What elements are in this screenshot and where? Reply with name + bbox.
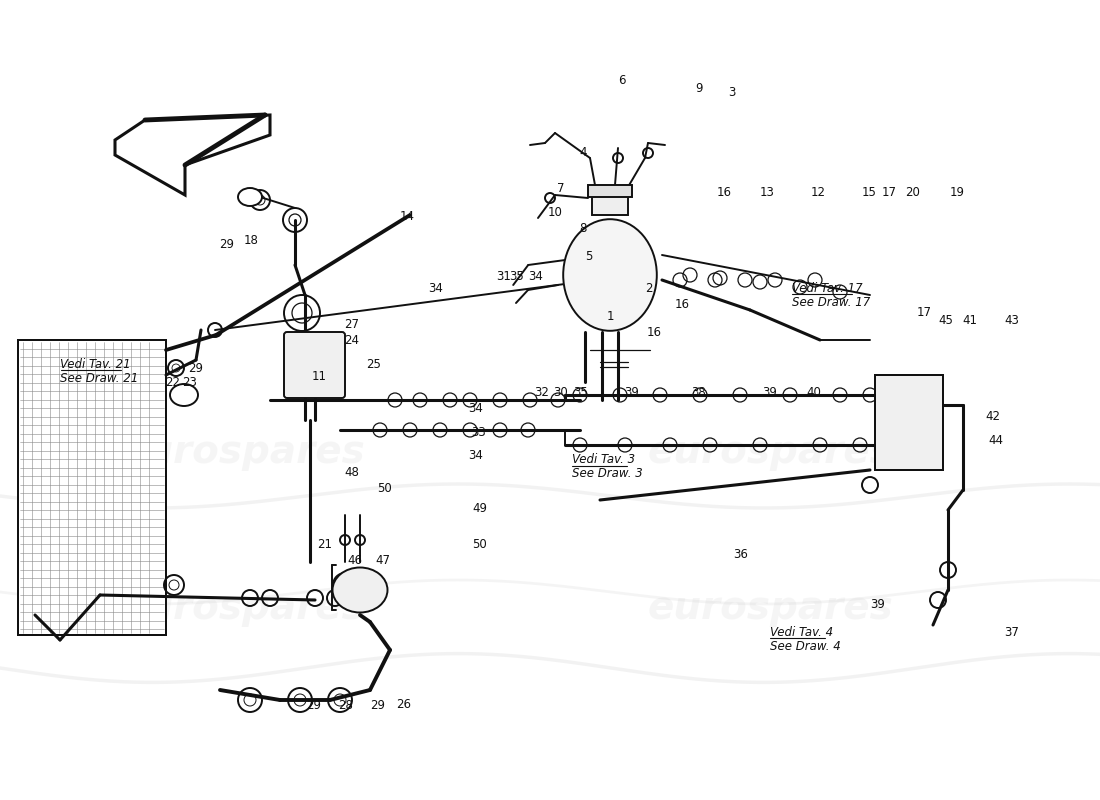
Text: 18: 18 [243, 234, 258, 246]
Text: 32: 32 [534, 386, 549, 398]
Text: See Draw. 17: See Draw. 17 [792, 295, 870, 309]
Text: 40: 40 [806, 386, 822, 398]
Text: 35: 35 [509, 270, 525, 282]
Text: 50: 50 [472, 538, 487, 550]
Text: 49: 49 [472, 502, 487, 514]
Text: 27: 27 [344, 318, 360, 330]
Text: Vedi Tav. 3: Vedi Tav. 3 [572, 454, 635, 466]
Ellipse shape [332, 567, 387, 613]
Text: 12: 12 [811, 186, 826, 198]
Text: 2: 2 [646, 282, 652, 294]
Text: 50: 50 [377, 482, 393, 494]
Text: 8: 8 [580, 222, 586, 234]
Text: 26: 26 [396, 698, 411, 710]
Text: 14: 14 [399, 210, 415, 222]
Text: Vedi Tav. 4: Vedi Tav. 4 [770, 626, 833, 638]
Text: 30: 30 [553, 386, 569, 398]
Text: 36: 36 [733, 548, 748, 561]
Bar [18, 340, 166, 635]
Text: 24: 24 [344, 334, 360, 346]
Text: 29: 29 [219, 238, 234, 250]
Text: 9: 9 [695, 82, 702, 94]
Text: 34: 34 [468, 402, 483, 414]
Text: 42: 42 [986, 410, 1001, 422]
Bar [18, 340, 166, 635]
Bar [588, 185, 632, 197]
Text: 22: 22 [165, 376, 180, 389]
Text: 1: 1 [607, 310, 614, 322]
Bar [874, 375, 943, 470]
Text: 31: 31 [496, 270, 512, 282]
Text: 6: 6 [618, 74, 625, 86]
Text: See Draw. 3: See Draw. 3 [572, 467, 642, 481]
Text: 3: 3 [728, 86, 735, 98]
Text: See Draw. 4: See Draw. 4 [770, 639, 840, 653]
Text: 37: 37 [1004, 626, 1020, 638]
Text: 28: 28 [338, 699, 353, 712]
Bar [874, 375, 943, 470]
Text: eurospares: eurospares [647, 589, 893, 627]
Text: 39: 39 [762, 386, 778, 398]
Text: 10: 10 [548, 206, 563, 218]
Text: 13: 13 [759, 186, 774, 198]
Text: 34: 34 [428, 282, 443, 294]
Text: 44: 44 [988, 434, 1003, 446]
Text: 29: 29 [188, 362, 204, 374]
Text: 38: 38 [691, 386, 706, 398]
Text: 21: 21 [317, 538, 332, 550]
Text: 43: 43 [1004, 314, 1020, 326]
Ellipse shape [170, 384, 198, 406]
Text: 23: 23 [182, 376, 197, 389]
Text: 16: 16 [647, 326, 662, 338]
Text: 45: 45 [938, 314, 954, 326]
Text: 33: 33 [471, 426, 486, 438]
Text: Vedi Tav. 21: Vedi Tav. 21 [60, 358, 131, 370]
Text: 17: 17 [916, 306, 932, 318]
Bar [592, 195, 628, 215]
Text: 25: 25 [366, 358, 382, 370]
Text: 47: 47 [375, 554, 390, 566]
Text: 16: 16 [716, 186, 732, 198]
Text: 34: 34 [468, 450, 483, 462]
Ellipse shape [563, 219, 657, 331]
Text: See Draw. 21: See Draw. 21 [60, 371, 139, 385]
Text: 7: 7 [558, 182, 564, 194]
Text: 29: 29 [306, 699, 321, 712]
Text: 39: 39 [624, 386, 639, 398]
FancyBboxPatch shape [284, 332, 345, 398]
Text: 35: 35 [573, 386, 588, 398]
Text: eurospares: eurospares [119, 589, 365, 627]
Text: 29: 29 [370, 699, 385, 712]
Text: Vedi Tav. 17: Vedi Tav. 17 [792, 282, 862, 294]
Text: 11: 11 [311, 370, 327, 382]
Text: 20: 20 [905, 186, 921, 198]
Text: 17: 17 [881, 186, 896, 198]
Text: 4: 4 [580, 146, 586, 158]
Text: 15: 15 [861, 186, 877, 198]
Text: 16: 16 [674, 298, 690, 310]
Text: 41: 41 [962, 314, 978, 326]
Text: 39: 39 [870, 598, 886, 610]
Text: eurospares: eurospares [647, 433, 893, 471]
Text: 48: 48 [344, 466, 360, 478]
Text: 19: 19 [949, 186, 965, 198]
Text: 46: 46 [348, 554, 363, 566]
Text: 34: 34 [528, 270, 543, 282]
Text: 5: 5 [585, 250, 592, 262]
Text: eurospares: eurospares [119, 433, 365, 471]
Ellipse shape [238, 188, 262, 206]
